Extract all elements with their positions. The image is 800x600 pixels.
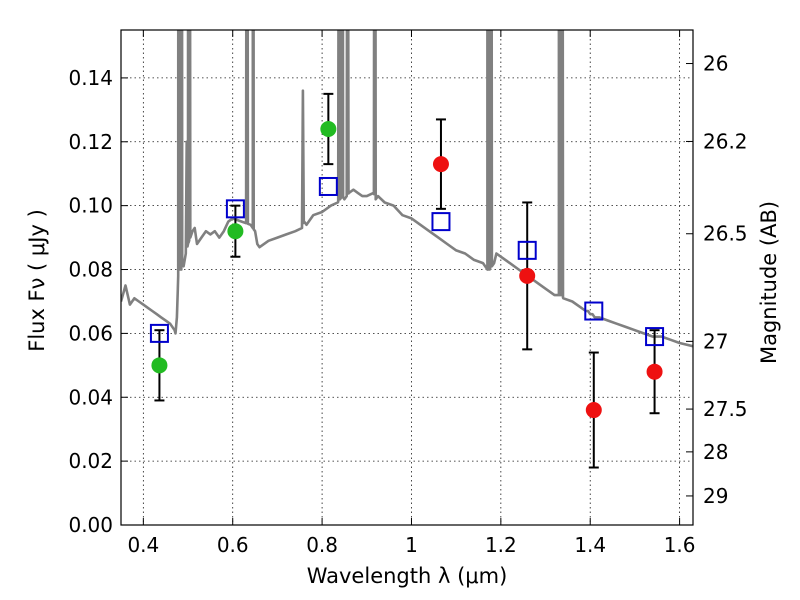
model-photometry-square (431, 212, 451, 232)
x-axis-label: Wavelength λ (μm) (307, 564, 508, 588)
observed-point (646, 363, 663, 380)
model-photometry-square (584, 301, 604, 321)
model-photometry-square (517, 240, 537, 260)
model-photometry-square (225, 199, 245, 219)
y2-tick-label: 29 (703, 484, 728, 508)
observed-point (432, 156, 449, 173)
y2-tick-label: 26.2 (703, 129, 748, 153)
plot-frame (120, 29, 694, 526)
spectrum-series (121, 30, 693, 348)
y-tick-label: 0.04 (68, 385, 113, 409)
observed-point (519, 267, 536, 284)
y2-axis-label: Magnitude (AB) (757, 201, 781, 364)
y2-tick-label: 26 (703, 52, 728, 76)
observed-point (320, 121, 337, 137)
model-photometry-square (149, 323, 169, 343)
y2-tick-label: 27.5 (703, 397, 748, 421)
x-tick-label: 0.8 (306, 533, 338, 557)
y-tick-label: 0.02 (68, 449, 113, 473)
model-photometry-square (318, 176, 338, 196)
x-tick-label: 0.4 (127, 533, 159, 557)
x-tick-label: 1 (405, 533, 418, 557)
axis-ticks: 0.4 0.6 0.8 1 1.2 1.4 1.6 0.00 0.02 0.04 0.06 0.08 0… (68, 30, 748, 557)
axis-labels: Wavelength λ (μm) Flux Fν ( μJy ) Magnit… (25, 201, 781, 588)
y-tick-label: 0.10 (68, 194, 113, 218)
y2-tick-label: 26.5 (703, 222, 748, 246)
observed-point (585, 402, 602, 419)
y-tick-label: 0.12 (68, 130, 113, 154)
model-photometry-square (645, 327, 665, 347)
y2-tick-label: 28 (703, 440, 728, 464)
y-tick-label: 0.08 (68, 258, 113, 282)
observed-point (227, 223, 244, 240)
x-tick-label: 1.6 (664, 533, 696, 557)
x-tick-label: 0.6 (217, 533, 249, 557)
observed-point (151, 357, 168, 374)
x-tick-label: 1.4 (574, 533, 606, 557)
x-tick-label: 1.2 (485, 533, 517, 557)
photometry-points (149, 92, 665, 469)
y-tick-label: 0.14 (68, 66, 113, 90)
y-tick-label: 0.06 (68, 321, 113, 345)
y-tick-label: 0.00 (68, 513, 113, 537)
grid (121, 30, 693, 526)
spectrum-line (121, 30, 693, 348)
y2-tick-label: 27 (703, 329, 728, 353)
y-axis-label: Flux Fν ( μJy ) (25, 209, 49, 352)
